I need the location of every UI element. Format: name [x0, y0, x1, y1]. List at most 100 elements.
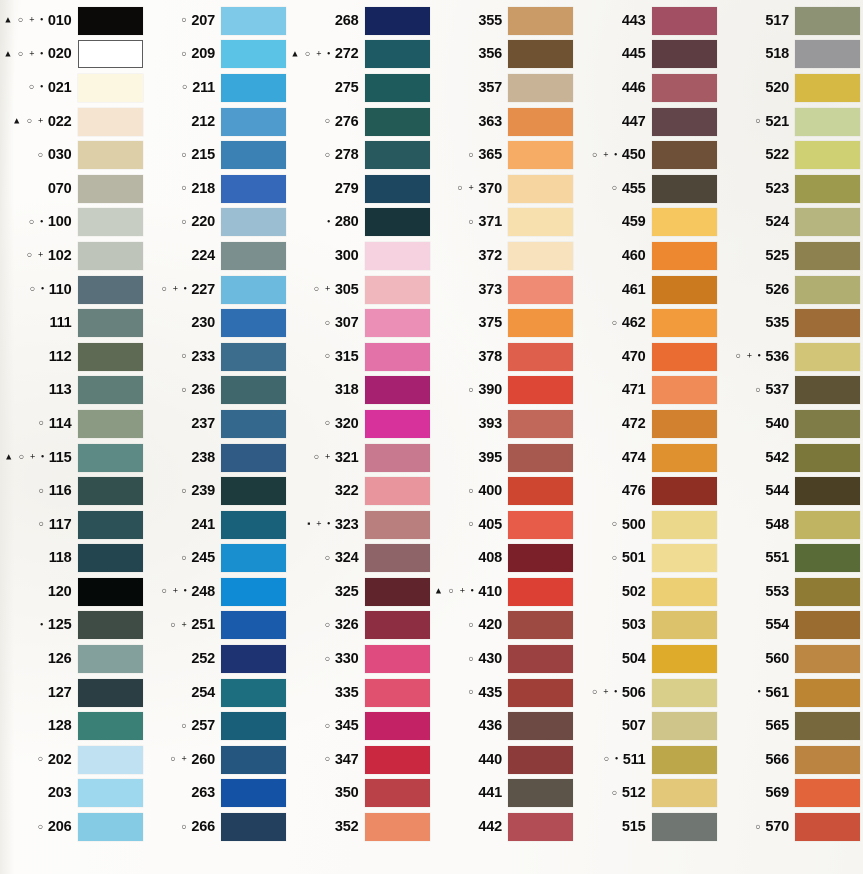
swatch-row[interactable]: ○ 030 — [1, 138, 145, 172]
color-swatch[interactable] — [364, 813, 430, 842]
color-swatch[interactable] — [221, 208, 286, 237]
color-swatch[interactable] — [221, 141, 286, 170]
color-swatch[interactable] — [364, 275, 430, 304]
color-swatch[interactable] — [77, 107, 143, 136]
swatch-row[interactable]: ○ 278 — [288, 138, 432, 172]
swatch-row[interactable]: 127 — [1, 676, 145, 710]
swatch-row[interactable]: 408 — [432, 542, 576, 576]
swatch-row[interactable]: ▲ ○ + • 020 — [1, 38, 145, 72]
swatch-row[interactable]: ○ 211 — [145, 71, 289, 105]
color-swatch[interactable] — [77, 745, 143, 774]
swatch-row[interactable]: ○ • 021 — [1, 71, 145, 105]
color-swatch[interactable] — [795, 6, 860, 35]
color-swatch[interactable] — [221, 510, 286, 539]
color-swatch[interactable] — [364, 6, 430, 35]
color-swatch[interactable] — [77, 174, 143, 203]
swatch-row[interactable]: ○ 215 — [145, 138, 289, 172]
color-swatch[interactable] — [795, 611, 860, 640]
swatch-row[interactable]: 395 — [432, 441, 576, 475]
color-swatch[interactable] — [651, 544, 717, 573]
swatch-row[interactable]: ○ 266 — [145, 810, 289, 844]
swatch-row[interactable]: 111 — [1, 306, 145, 340]
color-swatch[interactable] — [651, 645, 717, 674]
swatch-row[interactable]: 566 — [719, 743, 863, 777]
color-swatch[interactable] — [364, 779, 430, 808]
color-swatch[interactable] — [795, 477, 860, 506]
swatch-row[interactable]: 442 — [432, 810, 576, 844]
color-swatch[interactable] — [77, 275, 143, 304]
color-swatch[interactable] — [508, 107, 573, 136]
swatch-row[interactable]: ○ 512 — [575, 777, 719, 811]
swatch-row[interactable]: 548 — [719, 508, 863, 542]
swatch-row[interactable]: ○ 371 — [432, 206, 576, 240]
color-swatch[interactable] — [77, 577, 143, 606]
color-swatch[interactable] — [77, 779, 143, 808]
swatch-row[interactable]: 525 — [719, 239, 863, 273]
swatch-row[interactable]: ○ + • 536 — [719, 340, 863, 374]
color-swatch[interactable] — [77, 6, 143, 35]
swatch-row[interactable]: ○ + • 450 — [575, 138, 719, 172]
swatch-row[interactable]: ○ 347 — [288, 743, 432, 777]
swatch-row[interactable]: ○ 116 — [1, 474, 145, 508]
swatch-row[interactable]: 544 — [719, 474, 863, 508]
color-swatch[interactable] — [651, 107, 717, 136]
swatch-row[interactable]: 445 — [575, 38, 719, 72]
color-swatch[interactable] — [651, 342, 717, 371]
swatch-row[interactable]: 517 — [719, 4, 863, 38]
swatch-row[interactable]: 203 — [1, 777, 145, 811]
color-swatch[interactable] — [651, 510, 717, 539]
color-swatch[interactable] — [508, 577, 573, 606]
color-swatch[interactable] — [651, 309, 717, 338]
swatch-row[interactable]: ○ • 100 — [1, 206, 145, 240]
color-swatch[interactable] — [795, 275, 860, 304]
color-swatch[interactable] — [508, 611, 573, 640]
color-swatch[interactable] — [795, 40, 860, 69]
color-swatch[interactable] — [364, 745, 430, 774]
color-swatch[interactable] — [221, 477, 286, 506]
swatch-row[interactable]: 375 — [432, 306, 576, 340]
color-swatch[interactable] — [651, 443, 717, 472]
swatch-row[interactable]: 118 — [1, 542, 145, 576]
swatch-row[interactable]: ○ 345 — [288, 709, 432, 743]
swatch-row[interactable]: ○ + • 227 — [145, 273, 289, 307]
color-swatch[interactable] — [508, 73, 573, 102]
swatch-row[interactable]: ○ 462 — [575, 306, 719, 340]
color-swatch[interactable] — [221, 779, 286, 808]
swatch-row[interactable]: 241 — [145, 508, 289, 542]
color-swatch[interactable] — [508, 712, 573, 741]
color-swatch[interactable] — [77, 141, 143, 170]
color-swatch[interactable] — [77, 678, 143, 707]
swatch-row[interactable]: 238 — [145, 441, 289, 475]
swatch-row[interactable]: ○ 324 — [288, 542, 432, 576]
swatch-row[interactable]: 378 — [432, 340, 576, 374]
color-swatch[interactable] — [364, 208, 430, 237]
swatch-row[interactable]: 504 — [575, 642, 719, 676]
swatch-row[interactable]: ○ 405 — [432, 508, 576, 542]
swatch-row[interactable]: ○ 239 — [145, 474, 289, 508]
swatch-row[interactable]: ▲ ○ +022 — [1, 105, 145, 139]
color-swatch[interactable] — [364, 409, 430, 438]
swatch-row[interactable]: 212 — [145, 105, 289, 139]
swatch-row[interactable]: 476 — [575, 474, 719, 508]
color-swatch[interactable] — [221, 275, 286, 304]
color-swatch[interactable] — [77, 611, 143, 640]
color-swatch[interactable] — [795, 745, 860, 774]
swatch-row[interactable]: 443 — [575, 4, 719, 38]
color-swatch[interactable] — [77, 712, 143, 741]
color-swatch[interactable] — [795, 208, 860, 237]
color-swatch[interactable] — [221, 73, 286, 102]
color-swatch[interactable] — [651, 174, 717, 203]
swatch-row[interactable]: ○ 245 — [145, 542, 289, 576]
swatch-row[interactable]: ○ 390 — [432, 374, 576, 408]
color-swatch[interactable] — [364, 241, 430, 270]
swatch-row[interactable]: ○ +305 — [288, 273, 432, 307]
swatch-row[interactable]: ○ 326 — [288, 609, 432, 643]
color-swatch[interactable] — [651, 6, 717, 35]
swatch-row[interactable]: 472 — [575, 407, 719, 441]
color-swatch[interactable] — [77, 544, 143, 573]
swatch-row[interactable]: 470 — [575, 340, 719, 374]
swatch-row[interactable]: 254 — [145, 676, 289, 710]
swatch-row[interactable]: ○ 430 — [432, 642, 576, 676]
color-swatch[interactable] — [795, 645, 860, 674]
swatch-row[interactable]: ○ 400 — [432, 474, 576, 508]
